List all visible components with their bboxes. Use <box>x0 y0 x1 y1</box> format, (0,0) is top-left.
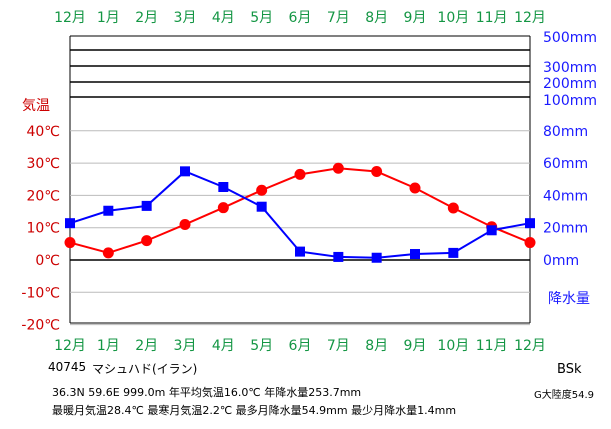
bottom-month-label: 1月 <box>97 338 120 354</box>
temperature-point <box>371 165 383 177</box>
station-extremes: 最暖月気温28.4℃ 最寒月気温2.2℃ 最多月降水量54.9mm 最少月降水量… <box>52 404 457 417</box>
left-tick-label: 0℃ <box>35 253 60 269</box>
temperature-point <box>64 237 76 249</box>
temperature-line <box>69 167 531 254</box>
top-month-label: 7月 <box>327 10 350 26</box>
temperature-point <box>179 218 191 230</box>
bottom-month-label: 4月 <box>212 338 235 354</box>
precipitation-point <box>486 225 497 236</box>
bottom-month-label: 9月 <box>404 338 427 354</box>
right-tick-label: 100mm <box>543 93 597 109</box>
temperature-point <box>447 202 459 214</box>
bottom-month-label: 6月 <box>289 338 312 354</box>
precipitation-point <box>448 247 459 258</box>
top-month-label: 12月 <box>54 10 86 26</box>
precipitation-point <box>180 166 190 177</box>
left-tick-label: -20℃ <box>21 318 60 334</box>
left-tick-label: -10℃ <box>21 285 60 301</box>
precipitation-point <box>65 218 75 229</box>
bottom-month-label: 2月 <box>135 338 158 354</box>
precipitation-point <box>333 251 344 262</box>
right-tick-label: 300mm <box>543 60 597 76</box>
koppen-class: BSk <box>557 362 582 377</box>
precipitation-point <box>371 252 382 263</box>
top-month-label: 5月 <box>250 10 273 26</box>
precipitation-point <box>525 218 535 229</box>
precipitation-point <box>410 249 420 260</box>
top-month-label: 2月 <box>135 10 158 26</box>
top-month-label: 12月 <box>514 10 546 26</box>
right-tick-label: 200mm <box>543 76 597 92</box>
bottom-month-label: 7月 <box>327 338 350 354</box>
precipitation-point <box>141 200 152 211</box>
bottom-month-label: 11月 <box>476 338 508 354</box>
temperature-point <box>294 168 306 180</box>
top-month-label: 10月 <box>437 10 469 26</box>
temperature-point <box>256 184 268 196</box>
precipitation-point <box>295 246 305 257</box>
bottom-month-label: 8月 <box>365 338 388 354</box>
temperature-point <box>524 237 536 249</box>
top-month-label: 8月 <box>365 10 388 26</box>
bottom-month-label: 12月 <box>54 338 86 354</box>
continentality-index: G大陸度54.9 <box>534 390 595 401</box>
right-tick-label: 60mm <box>543 156 588 172</box>
left-tick-label: 30℃ <box>26 156 60 172</box>
right-tick-label: 80mm <box>543 124 588 140</box>
top-month-label: 9月 <box>404 10 427 26</box>
temperature-point <box>141 235 153 247</box>
left-tick-label: 10℃ <box>26 221 60 237</box>
top-month-label: 3月 <box>174 10 197 26</box>
temperature-point <box>409 182 421 194</box>
temperature-point <box>102 247 114 259</box>
right-axis-title: 降水量 <box>548 291 590 307</box>
right-tick-label: 40mm <box>543 188 588 204</box>
right-tick-label: 20mm <box>543 221 588 237</box>
left-tick-label: 40℃ <box>26 124 60 140</box>
temperature-point <box>332 162 344 174</box>
right-tick-label: 500mm <box>543 30 597 46</box>
precipitation-point <box>103 205 114 216</box>
bottom-month-label: 10月 <box>437 338 469 354</box>
station-summary: 36.3N 59.6E 999.0m 年平均気温16.0℃ 年降水量253.7m… <box>52 386 362 399</box>
right-tick-label: 0mm <box>543 253 579 269</box>
precipitation-point <box>218 182 229 193</box>
bottom-month-label: 3月 <box>174 338 197 354</box>
top-month-label: 11月 <box>476 10 508 26</box>
precipitation-point <box>256 201 267 212</box>
bottom-month-label: 5月 <box>250 338 273 354</box>
top-month-label: 1月 <box>97 10 120 26</box>
station-name: マシュハド(イラン) <box>92 362 198 376</box>
precipitation-line <box>69 170 531 259</box>
station-code: 40745 <box>48 360 87 374</box>
top-month-label: 4月 <box>212 10 235 26</box>
temperature-point <box>217 202 229 214</box>
bottom-month-label: 12月 <box>514 338 546 354</box>
left-tick-label: 20℃ <box>26 188 60 204</box>
top-month-label: 6月 <box>289 10 312 26</box>
left-axis-title: 気温 <box>22 98 50 114</box>
